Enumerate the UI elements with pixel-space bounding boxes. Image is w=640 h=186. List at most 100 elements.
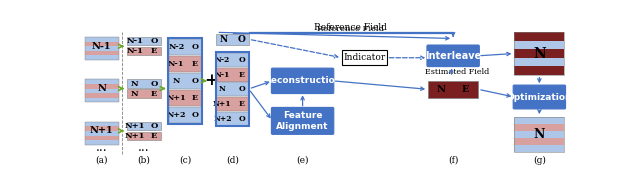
Text: E: E [151, 89, 157, 97]
Bar [515, 32, 564, 41]
Text: (f): (f) [448, 156, 458, 165]
Text: N+2: N+2 [213, 115, 232, 123]
Bar [127, 132, 161, 140]
Bar [515, 145, 564, 152]
Bar [84, 41, 118, 46]
FancyBboxPatch shape [271, 107, 334, 134]
Text: Interleave: Interleave [425, 51, 481, 61]
Text: E: E [462, 85, 469, 94]
Text: O: O [150, 122, 157, 130]
Text: O: O [191, 77, 198, 85]
Bar [515, 41, 564, 49]
Bar [84, 140, 118, 145]
Text: E: E [151, 47, 157, 55]
Bar [168, 56, 202, 72]
Bar [342, 50, 387, 65]
Text: (g): (g) [533, 155, 546, 165]
Text: O: O [238, 35, 246, 44]
Text: N: N [97, 84, 106, 93]
Bar [216, 112, 249, 126]
Bar [127, 122, 161, 130]
Text: E: E [192, 94, 198, 102]
Text: O: O [238, 56, 245, 64]
Text: O: O [150, 37, 157, 45]
FancyBboxPatch shape [513, 85, 566, 109]
Bar [515, 58, 564, 66]
Text: N+1: N+1 [166, 94, 186, 102]
Text: N: N [534, 128, 545, 141]
Bar [168, 73, 202, 89]
Bar [84, 46, 118, 51]
FancyBboxPatch shape [271, 68, 334, 94]
Text: N+1: N+1 [124, 132, 145, 140]
Bar [127, 47, 161, 55]
Text: N: N [131, 89, 138, 97]
Bar [515, 117, 564, 152]
Text: N-2: N-2 [215, 56, 230, 64]
Bar [84, 89, 118, 93]
Bar [84, 79, 118, 102]
Bar [216, 82, 249, 96]
Text: N+2: N+2 [166, 111, 186, 119]
Text: Optimization: Optimization [507, 92, 572, 102]
Bar [84, 93, 118, 98]
Text: O: O [238, 115, 245, 123]
Bar [84, 122, 118, 126]
Bar [216, 97, 249, 111]
Bar [216, 53, 249, 67]
Text: E: E [239, 71, 244, 79]
Text: N-2: N-2 [168, 43, 184, 51]
Text: N-1: N-1 [126, 37, 143, 45]
Bar [428, 81, 478, 98]
Bar [515, 66, 564, 75]
Text: N+1: N+1 [213, 100, 232, 108]
Text: N+1: N+1 [124, 122, 145, 130]
Bar [127, 37, 161, 45]
FancyBboxPatch shape [427, 45, 479, 67]
Text: Indicator: Indicator [343, 53, 385, 62]
Bar [216, 68, 249, 82]
Text: (a): (a) [95, 156, 108, 165]
Bar [216, 34, 249, 45]
Bar [84, 131, 118, 136]
Text: N: N [436, 85, 445, 94]
Text: ...: ... [138, 141, 150, 154]
Bar [515, 32, 564, 75]
Text: O: O [191, 43, 198, 51]
Text: (e): (e) [296, 156, 309, 165]
Bar [168, 107, 202, 123]
Text: (d): (d) [226, 156, 239, 165]
Text: N: N [173, 77, 180, 85]
Bar [84, 98, 118, 102]
Text: N+1: N+1 [90, 126, 113, 135]
Bar [84, 126, 118, 131]
Bar [216, 52, 250, 126]
Text: N: N [220, 35, 228, 44]
Bar [515, 124, 564, 131]
Text: Reconstruction: Reconstruction [264, 76, 341, 85]
Bar [515, 131, 564, 138]
Text: N-1: N-1 [126, 47, 143, 55]
Bar [84, 79, 118, 84]
Text: Feature
Alignment: Feature Alignment [276, 111, 329, 131]
Bar [84, 55, 118, 60]
Text: N-1: N-1 [215, 71, 230, 79]
Text: N: N [533, 46, 546, 60]
Bar [84, 37, 118, 41]
Text: E: E [239, 100, 244, 108]
Text: (b): (b) [138, 156, 150, 165]
Bar [84, 136, 118, 140]
Text: Estimated Field: Estimated Field [425, 68, 489, 76]
Bar [515, 49, 564, 58]
Text: N-1: N-1 [168, 60, 184, 68]
Text: Reference Field: Reference Field [314, 23, 387, 32]
Text: E: E [151, 132, 157, 140]
Bar [168, 38, 202, 124]
Text: +: + [204, 72, 218, 89]
Bar [168, 39, 202, 55]
Bar [515, 138, 564, 145]
Text: N: N [219, 85, 226, 93]
Text: N: N [131, 80, 138, 88]
Bar [168, 90, 202, 106]
Text: ...: ... [96, 141, 108, 154]
